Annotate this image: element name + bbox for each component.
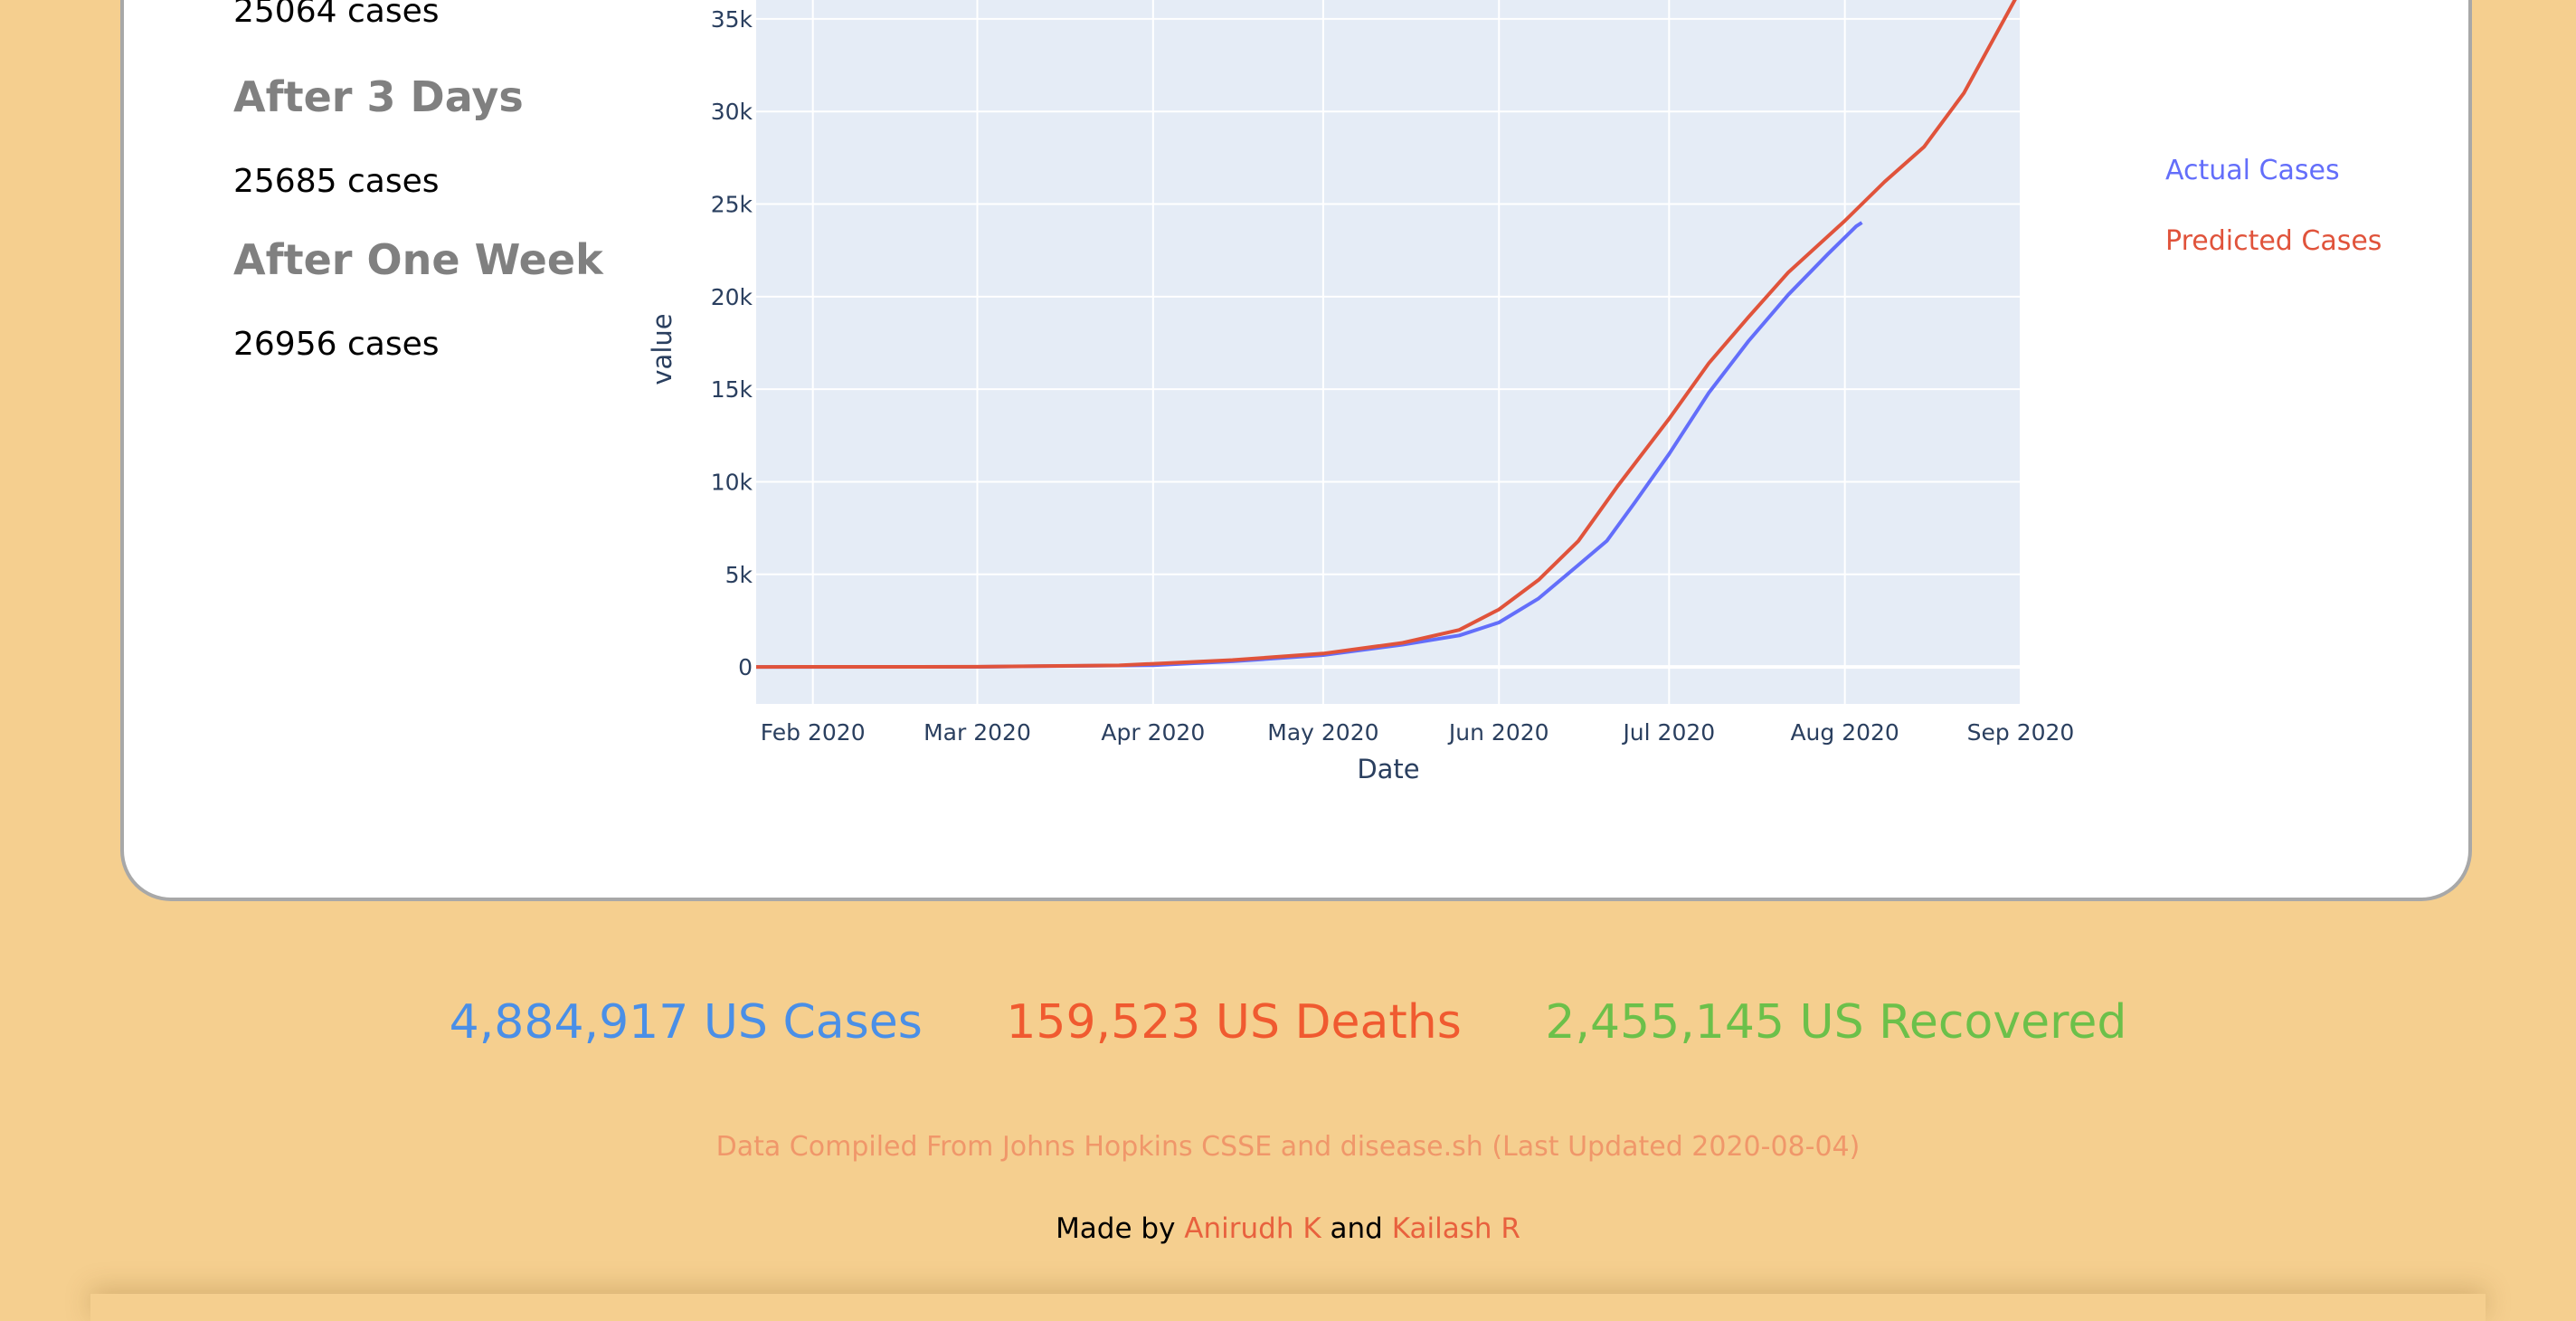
- y-tick-label: 30k: [711, 99, 753, 125]
- after-week-block: After One Week: [233, 235, 603, 284]
- after-3-days-heading: After 3 Days: [233, 72, 524, 121]
- after-week-heading: After One Week: [233, 235, 603, 284]
- y-tick-label: 20k: [711, 284, 753, 310]
- data-source-note: Data Compiled From Johns Hopkins CSSE an…: [715, 1131, 1861, 1163]
- y-axis-title: value: [647, 313, 677, 385]
- us-recovered-total: 2,455,145 US Recovered: [1545, 995, 2127, 1050]
- after-week-block-value: 26956 cases: [233, 326, 439, 363]
- x-tick-label: Aug 2020: [1790, 719, 1899, 746]
- legend-item-actual-cases[interactable]: Actual Cases: [2165, 155, 2340, 186]
- after-week-value: 26956 cases: [233, 326, 440, 363]
- x-tick-label: Feb 2020: [761, 719, 866, 746]
- forecast-panel: 25064 cases: [233, 0, 439, 30]
- y-tick-label: 35k: [711, 6, 753, 33]
- us-cases-total: 4,884,917 US Cases: [449, 995, 923, 1050]
- x-tick-label: Apr 2020: [1101, 719, 1205, 746]
- x-tick-label: Sep 2020: [1967, 719, 2075, 746]
- cases-chart[interactable]: Feb 2020 Mar 2020 Apr 2020 May 2020 Jun 2020…: [0, 0, 2576, 905]
- legend-item-predicted-cases[interactable]: Predicted Cases: [2165, 225, 2382, 257]
- next-section-edge: [90, 1294, 2486, 1321]
- and-label: and: [1330, 1212, 1383, 1245]
- after-3-days-block-value: 25685 cases: [233, 163, 439, 200]
- y-tick-label: 15k: [711, 376, 753, 403]
- author-link-anirudh[interactable]: Anirudh K: [1184, 1212, 1321, 1245]
- after-3-days-value: 25685 cases: [233, 163, 440, 200]
- author-link-kailash[interactable]: Kailash R: [1391, 1212, 1520, 1245]
- x-tick-label: Jun 2020: [1447, 719, 1549, 746]
- us-totals: 4,884,917 US Cases 159,523 US Deaths 2,4…: [0, 995, 2576, 1050]
- x-tick-label: Mar 2020: [923, 719, 1031, 746]
- y-tick-label: 5k: [725, 562, 753, 588]
- y-tick-label: 10k: [711, 469, 753, 495]
- y-tick-label: 25k: [711, 192, 753, 218]
- made-by-label: Made by: [1056, 1212, 1176, 1245]
- x-tick-label: Jul 2020: [1621, 719, 1715, 746]
- y-tick-label: 0: [738, 654, 753, 680]
- x-axis-title: Date: [1357, 754, 1419, 784]
- us-deaths-total: 159,523 US Deaths: [1006, 995, 1462, 1050]
- plot-area: [756, 0, 2021, 704]
- credits: Made by Anirudh K and Kailash R: [0, 1212, 2576, 1245]
- after-3-days-block: After 3 Days: [233, 72, 524, 121]
- forecast-next-day-value: 25064 cases: [233, 0, 440, 30]
- series-line-predicted-cases: [755, 0, 2017, 670]
- x-tick-label: May 2020: [1267, 719, 1378, 746]
